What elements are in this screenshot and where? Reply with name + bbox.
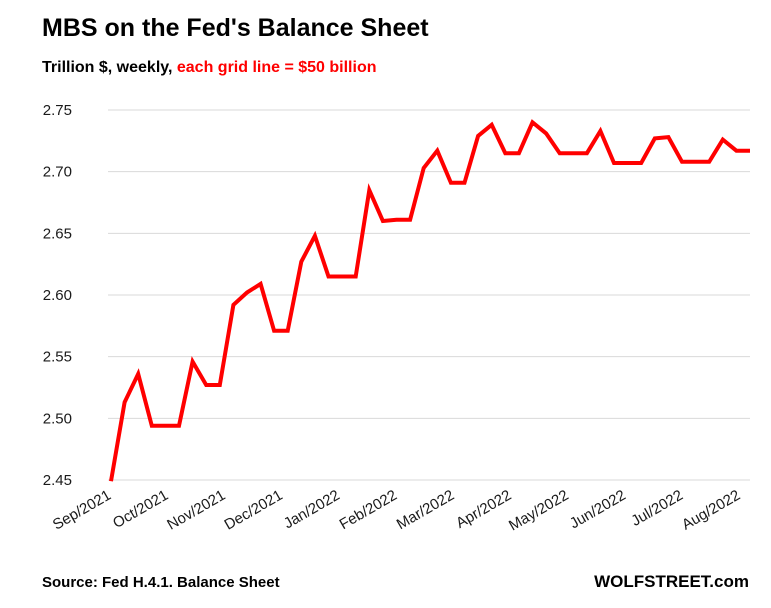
x-tick-label: Aug/2022 (679, 487, 743, 534)
x-tick-label: Nov/2021 (164, 487, 228, 534)
series-line-mbs (109, 119, 750, 482)
x-tick-label: Mar/2022 (394, 487, 457, 533)
x-tick-label: Dec/2021 (221, 487, 285, 534)
source-note: Source: Fed H.4.1. Balance Sheet (42, 574, 280, 591)
y-tick-label: 2.65 (43, 225, 72, 242)
y-tick-label: 2.45 (43, 472, 72, 489)
chart-title: MBS on the Fed's Balance Sheet (42, 14, 429, 42)
y-tick-label: 2.70 (43, 164, 72, 181)
x-tick-label: Jul/2022 (628, 487, 686, 530)
x-tick-label: Sep/2021 (50, 487, 114, 534)
subtitle-grid-note: each grid line = $50 billion (176, 59, 377, 76)
x-tick-label: Oct/2021 (110, 487, 171, 532)
subtitle-units: Trillion $, weekly, (42, 59, 177, 76)
x-tick-label: Jan/2022 (281, 487, 343, 533)
y-tick-label: 2.50 (43, 410, 72, 427)
y-tick-label: 2.60 (43, 287, 72, 304)
x-tick-label: Apr/2022 (453, 487, 514, 532)
x-tick-label: Feb/2022 (337, 487, 400, 533)
brand-label: WOLFSTREET.com (594, 572, 749, 591)
x-tick-label: May/2022 (506, 487, 572, 535)
chart-subtitle: Trillion $, weekly, each grid line = $50… (42, 59, 377, 77)
y-tick-label: 2.75 (43, 102, 72, 119)
series-group (109, 119, 750, 482)
x-axis-ticks: Sep/2021Oct/2021Nov/2021Dec/2021Jan/2022… (50, 487, 743, 535)
gridlines (108, 109, 750, 481)
x-tick-label: Jun/2022 (567, 487, 629, 533)
y-axis-ticks: 2.75 2.70 2.65 2.60 2.55 2.50 2.45 (43, 102, 72, 489)
y-tick-label: 2.55 (43, 349, 72, 366)
